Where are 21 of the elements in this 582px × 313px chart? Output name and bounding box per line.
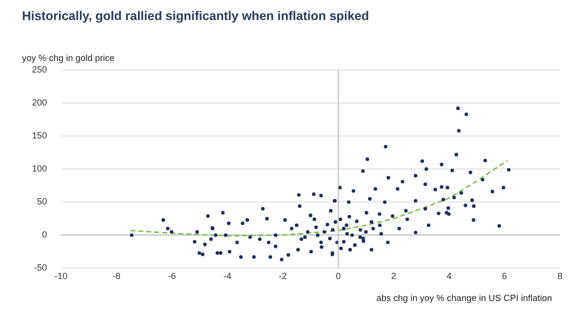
y-tick-label: 200 bbox=[32, 98, 48, 108]
y-tick-label: 0 bbox=[42, 230, 48, 240]
y-tick-label: 50 bbox=[37, 196, 48, 207]
line-series bbox=[130, 160, 508, 236]
x-tick-label: 8 bbox=[557, 271, 563, 282]
x-axis-title: abs chg in yoy % change in US CPI inflation bbox=[376, 293, 552, 303]
y-tick-label: 150 bbox=[32, 130, 48, 141]
y-axis-title: yoy % chg in gold price bbox=[22, 53, 115, 63]
x-tick-label: -2 bbox=[278, 271, 287, 282]
x-tick-label: 4 bbox=[446, 271, 452, 282]
x-tick-label: -4 bbox=[223, 271, 232, 282]
y-tick-label: 100 bbox=[32, 164, 48, 174]
y-tick-label: 250 bbox=[32, 64, 48, 74]
x-tick-label: -6 bbox=[168, 271, 176, 282]
x-tick-label: -10 bbox=[54, 271, 68, 282]
x-tick-label: 6 bbox=[502, 271, 508, 282]
x-tick-label: 2 bbox=[391, 271, 396, 282]
x-tick-label: 0 bbox=[336, 271, 341, 282]
x-tick-label: -8 bbox=[112, 271, 120, 282]
chart-title: Historically, gold rallied significantly when inflation spiked bbox=[22, 9, 370, 23]
y-tick-label: -50 bbox=[34, 262, 48, 273]
